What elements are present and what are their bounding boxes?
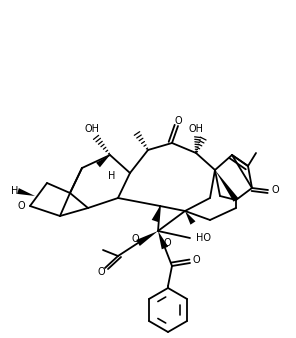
Text: O: O <box>163 238 171 248</box>
Polygon shape <box>17 188 35 196</box>
Polygon shape <box>215 170 239 202</box>
Text: O: O <box>17 201 25 211</box>
Polygon shape <box>136 231 158 246</box>
Text: H: H <box>11 186 18 196</box>
Text: O: O <box>271 185 279 195</box>
Polygon shape <box>185 211 195 225</box>
Text: O: O <box>131 234 139 244</box>
Text: H: H <box>108 171 116 181</box>
Text: O: O <box>192 255 200 265</box>
Text: HO: HO <box>196 233 211 243</box>
Text: O: O <box>97 267 105 277</box>
Text: OH: OH <box>84 124 99 134</box>
Text: O: O <box>174 116 182 126</box>
Polygon shape <box>158 231 168 249</box>
Polygon shape <box>96 155 110 167</box>
Text: OH: OH <box>189 124 204 134</box>
Polygon shape <box>152 206 160 222</box>
